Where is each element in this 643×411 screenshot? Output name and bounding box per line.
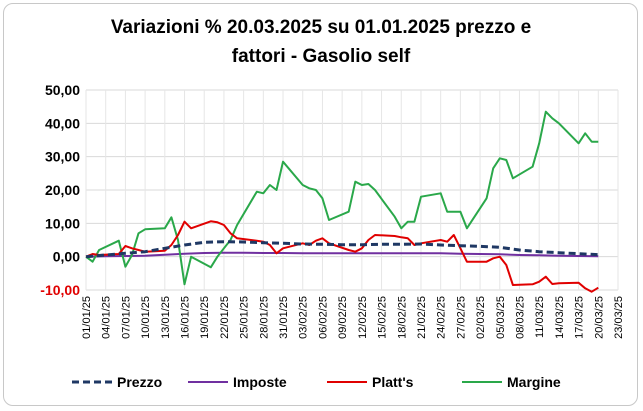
x-tick-label: 08/03/25 (514, 296, 526, 339)
x-tick-label: 06/02/25 (317, 296, 329, 339)
x-tick-label: 11/03/25 (534, 296, 546, 338)
chart-title-line-2: fattori - Gasolio self (232, 46, 411, 67)
legend-label-imposte: Imposte (233, 374, 287, 390)
legend-label-platts: Platt's (372, 374, 414, 390)
x-tick-label: 10/01/25 (140, 296, 152, 339)
x-tick-label: 02/03/25 (475, 296, 487, 339)
x-axis-ticks: 01/01/25 04/01/25 07/01/25 10/01/25 13/01/25… (81, 296, 625, 339)
legend: Prezzo Imposte Platt's Margine (72, 374, 561, 390)
legend-item-imposte: Imposte (188, 374, 287, 390)
series-line-margine (85, 110, 599, 286)
x-tick-label: 24/02/25 (436, 296, 448, 339)
y-tick-label: 20,00 (45, 182, 80, 198)
x-tick-label: 07/01/25 (120, 296, 132, 339)
y-tick-label: 50,00 (45, 82, 80, 98)
series-line-imposte (85, 251, 599, 258)
x-tick-label: 21/02/25 (416, 296, 428, 339)
x-tick-label: 04/01/25 (101, 296, 113, 339)
x-tick-label: 28/01/25 (258, 296, 270, 339)
y-tick-label: 10,00 (45, 215, 80, 231)
x-tick-label: 16/01/25 (180, 296, 192, 339)
x-tick-label: 23/03/25 (613, 296, 625, 339)
chart-title-line-1: Variazioni % 20.03.2025 su 01.01.2025 pr… (111, 17, 531, 38)
x-tick-label: 09/02/25 (337, 296, 349, 339)
x-tick-label: 25/01/25 (239, 296, 251, 339)
x-tick-label: 03/02/25 (298, 296, 310, 339)
y-tick-label: 0,00 (53, 249, 80, 265)
legend-item-platts: Platt's (327, 374, 414, 390)
x-tick-label: 22/01/25 (219, 296, 231, 339)
y-tick-label: 40,00 (45, 115, 80, 131)
y-axis-ticks: 50,00 40,00 30,00 20,00 10,00 0,00 -10,00 (40, 82, 80, 298)
series-line-platts (85, 220, 599, 293)
y-tick-label: -10,00 (40, 282, 80, 298)
x-tick-label: 15/02/25 (377, 296, 389, 339)
x-tick-label: 13/01/25 (160, 296, 172, 339)
legend-item-margine: Margine (462, 374, 561, 390)
x-tick-label: 14/03/25 (554, 296, 566, 339)
legend-item-prezzo: Prezzo (72, 374, 162, 390)
x-tick-label: 12/02/25 (357, 296, 369, 339)
x-tick-label: 20/03/25 (593, 296, 605, 339)
x-tick-label: 18/02/25 (396, 296, 408, 339)
x-tick-label: 17/03/25 (574, 296, 586, 339)
x-tick-label: 19/01/25 (199, 296, 211, 339)
gridlines (85, 89, 619, 291)
y-tick-label: 30,00 (45, 149, 80, 165)
legend-label-prezzo: Prezzo (117, 374, 162, 390)
legend-label-margine: Margine (507, 374, 561, 390)
series-line-prezzo (85, 240, 599, 259)
x-tick-label: 27/02/25 (455, 296, 467, 339)
x-tick-label: 05/03/25 (495, 296, 507, 339)
chart-frame (3, 3, 638, 406)
series-lines (85, 110, 599, 293)
x-tick-label: 31/01/25 (278, 296, 290, 339)
x-tick-label: 01/01/25 (81, 296, 93, 339)
